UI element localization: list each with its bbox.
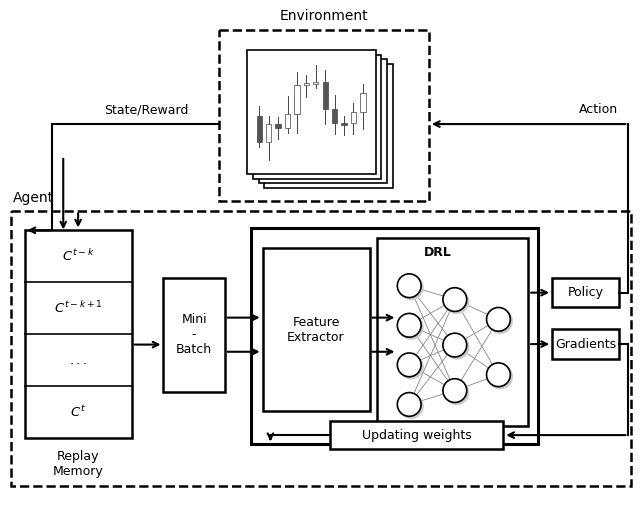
Text: $C^{t-k}$: $C^{t-k}$ bbox=[61, 249, 95, 264]
Circle shape bbox=[397, 314, 421, 337]
Bar bbox=[253, 55, 381, 179]
Bar bbox=[332, 109, 337, 123]
Circle shape bbox=[486, 307, 510, 331]
Bar bbox=[360, 94, 365, 112]
Text: Replay
Memory: Replay Memory bbox=[52, 450, 104, 478]
Bar bbox=[323, 83, 328, 109]
Text: Policy: Policy bbox=[568, 286, 604, 299]
Circle shape bbox=[397, 393, 421, 417]
Bar bbox=[304, 83, 309, 85]
Text: Gradients: Gradients bbox=[555, 337, 616, 350]
Bar bbox=[313, 83, 319, 84]
Circle shape bbox=[445, 381, 468, 405]
Bar bbox=[285, 114, 290, 128]
Circle shape bbox=[399, 355, 423, 379]
Bar bbox=[259, 59, 387, 183]
Circle shape bbox=[488, 309, 512, 333]
Circle shape bbox=[488, 365, 512, 388]
Bar bbox=[11, 211, 631, 486]
Circle shape bbox=[397, 353, 421, 376]
Bar bbox=[163, 278, 225, 392]
Text: Environment: Environment bbox=[280, 8, 368, 22]
Circle shape bbox=[399, 395, 423, 418]
Bar bbox=[24, 230, 132, 438]
Text: $...$: $...$ bbox=[69, 354, 87, 367]
Bar bbox=[257, 115, 262, 142]
Bar bbox=[264, 64, 394, 188]
Bar bbox=[378, 238, 528, 426]
Text: Updating weights: Updating weights bbox=[362, 428, 472, 441]
Bar bbox=[341, 123, 347, 125]
Circle shape bbox=[443, 333, 467, 357]
Bar bbox=[552, 278, 620, 307]
Text: $C^{t-k+1}$: $C^{t-k+1}$ bbox=[54, 300, 102, 316]
Bar bbox=[552, 329, 620, 359]
Bar bbox=[294, 85, 300, 114]
Bar bbox=[266, 124, 271, 142]
Text: Agent: Agent bbox=[13, 191, 54, 204]
Text: DRL: DRL bbox=[424, 245, 452, 258]
Bar bbox=[275, 124, 281, 128]
Circle shape bbox=[399, 316, 423, 339]
Text: Action: Action bbox=[579, 103, 618, 116]
Text: State/Reward: State/Reward bbox=[104, 103, 189, 116]
Circle shape bbox=[397, 274, 421, 297]
Bar bbox=[330, 421, 504, 449]
Text: Feature
Extractor: Feature Extractor bbox=[287, 316, 345, 344]
Bar bbox=[251, 228, 538, 444]
Circle shape bbox=[399, 276, 423, 300]
Bar bbox=[246, 50, 376, 174]
Text: Mini
-
Batch: Mini - Batch bbox=[176, 313, 212, 356]
Circle shape bbox=[445, 290, 468, 314]
Circle shape bbox=[443, 288, 467, 311]
Circle shape bbox=[486, 363, 510, 387]
Bar bbox=[262, 248, 369, 411]
Text: $C^{t}$: $C^{t}$ bbox=[70, 405, 86, 420]
Circle shape bbox=[443, 379, 467, 402]
Bar bbox=[219, 31, 429, 201]
Circle shape bbox=[445, 335, 468, 359]
Bar bbox=[351, 112, 356, 123]
